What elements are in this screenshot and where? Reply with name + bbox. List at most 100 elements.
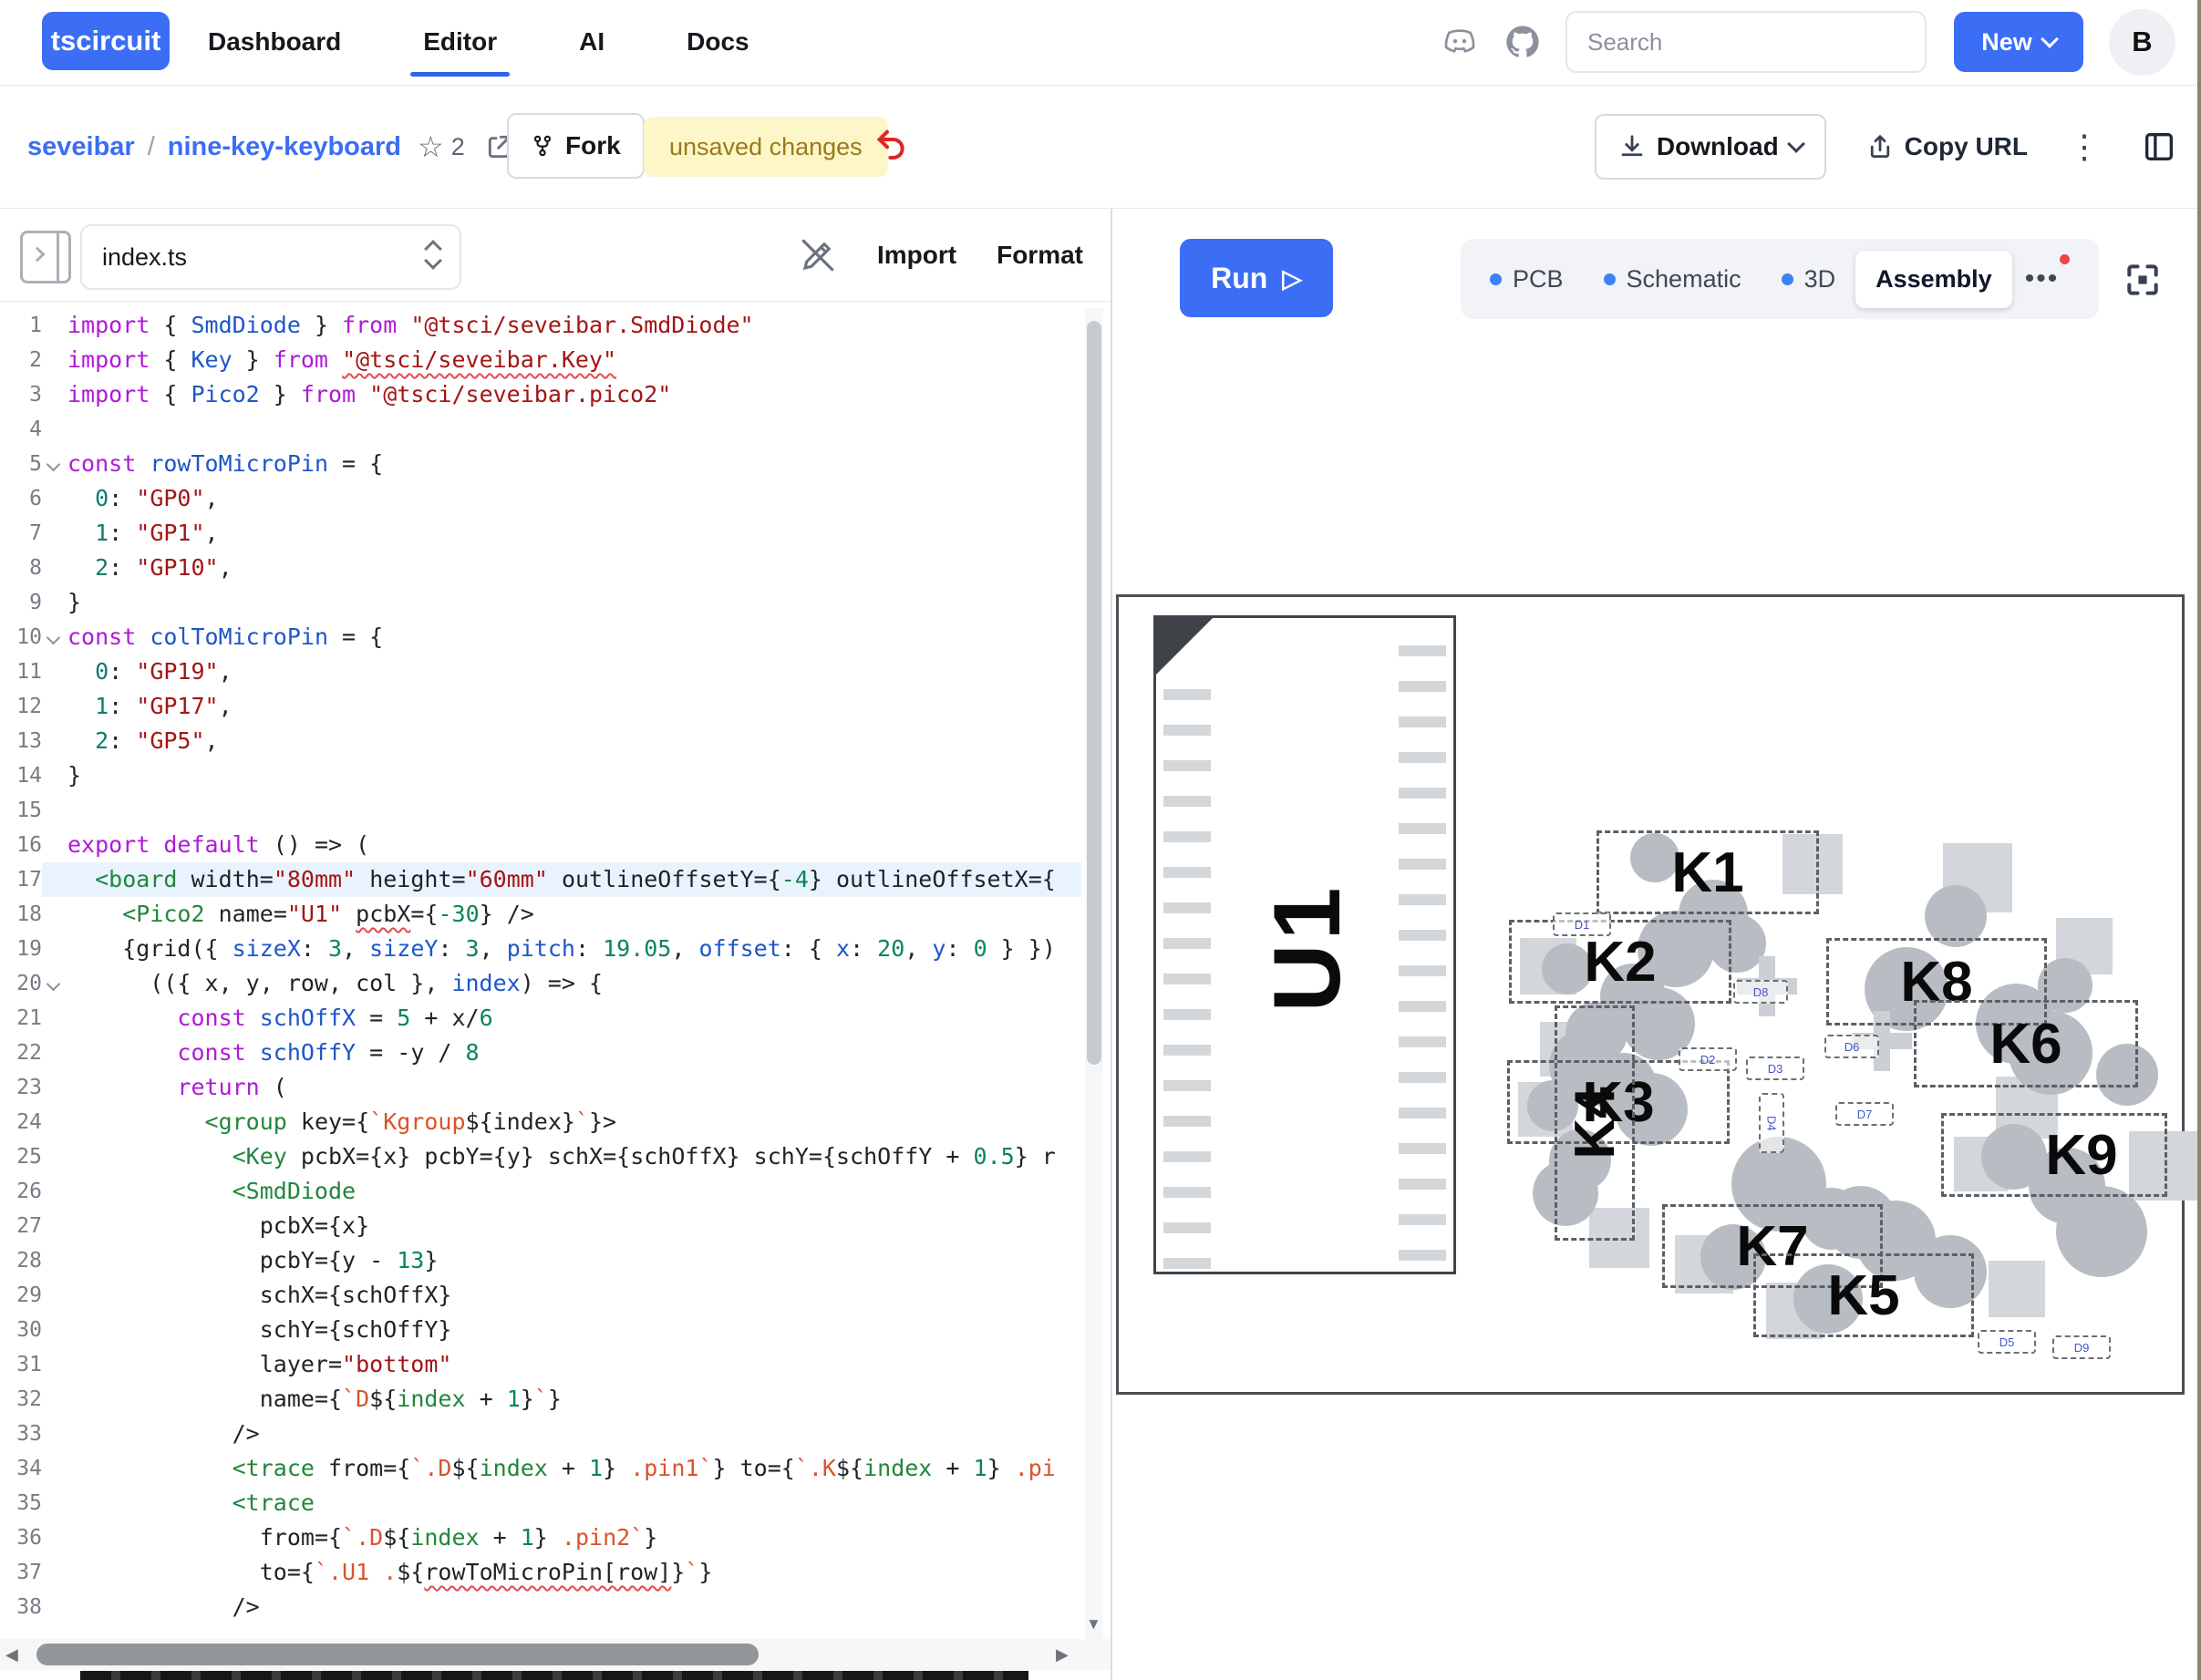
code-line: 34 <trace from={`.D${index + 1} .pin1`} … [16, 1455, 1056, 1481]
code-editor[interactable]: 1 import { SmdDiode } from "@tsci/seveiba… [0, 308, 1081, 1639]
key-label-k2: K2 [1584, 930, 1657, 994]
chip-pad [1399, 1250, 1446, 1261]
pad-circle [1542, 943, 1593, 995]
panel-divider[interactable] [1111, 209, 1112, 1680]
tab-dot-icon [1490, 273, 1502, 285]
code-line: 20 (({ x, y, row, col }, index) => { [0, 966, 1081, 1001]
key-label-k9: K9 [2045, 1123, 2118, 1187]
readonly-pencil-slash-icon[interactable] [799, 236, 837, 274]
tab-dot-icon [1603, 273, 1616, 285]
undo-icon[interactable] [873, 126, 910, 162]
breadcrumb-owner[interactable]: seveibar [27, 131, 135, 161]
search-input[interactable] [1566, 11, 1927, 73]
editor-horizontal-scrollbar: ◀ ▶ [0, 1639, 1111, 1670]
diode-outline-d3: D3 [1746, 1056, 1804, 1080]
tscircuit-logo[interactable]: tscircuit [42, 12, 170, 70]
pad-circle [1708, 914, 1766, 973]
chip-pad [1163, 938, 1211, 949]
code-line: 27 pcbX={x} [16, 1212, 370, 1239]
more-menu-icon[interactable]: ⋮ [2068, 128, 2101, 165]
pad-square [1782, 834, 1843, 894]
pin1-notch [1156, 618, 1213, 675]
chip-pad [1163, 1222, 1211, 1233]
copy-url-label: Copy URL [1904, 132, 2028, 160]
preview-panel: Run ▷ PCB Schematic 3D Assembly ••• U1 K1 K2 K8… [1112, 209, 2201, 1680]
star-count: 2 [450, 132, 465, 160]
code-line: 32 name={`D${index + 1}`} [16, 1386, 562, 1412]
nav-item-dashboard[interactable]: Dashboard [208, 27, 342, 56]
nav-item-editor[interactable]: Editor [410, 5, 511, 78]
key-outline-k6 [1914, 1000, 2138, 1087]
avatar[interactable]: B [2109, 8, 2175, 76]
tab-3d[interactable]: 3D [1762, 251, 1856, 308]
tabs-overflow-button[interactable]: ••• [2012, 254, 2072, 298]
fold-chevron-icon[interactable] [42, 447, 67, 481]
star-icon[interactable]: ☆ [418, 130, 444, 163]
pad-circle [1914, 1235, 1987, 1308]
nav-item-ai[interactable]: AI [579, 27, 605, 56]
chip-pad [1399, 1036, 1446, 1047]
run-button-label: Run [1211, 261, 1268, 294]
chip-pad [1399, 716, 1446, 727]
chevron-down-icon [1786, 135, 1805, 153]
breadcrumb-repo[interactable]: nine-key-keyboard [167, 131, 402, 161]
panel-collapse-icon[interactable] [20, 231, 71, 283]
key-outline-k2 [1509, 920, 1731, 1004]
tab-assembly[interactable]: Assembly [1855, 250, 2012, 308]
assembly-board[interactable]: U1 K1 K2 K8 K6 K3 K4 K9 K7 K5 D1 D2 D3 D4 D7 D8 D6 D5 D9 [1116, 594, 2198, 1395]
github-icon[interactable] [1504, 23, 1542, 61]
discord-icon[interactable] [1440, 24, 1480, 60]
chip-pad [1399, 1001, 1446, 1012]
new-button[interactable]: New [1954, 12, 2083, 72]
code-line: 8 2: "GP10", [29, 554, 232, 581]
code-line: 5 const rowToMicroPin = { [0, 447, 1081, 481]
code-line: 35 <trace [16, 1489, 315, 1516]
repo-bar: seveibar / nine-key-keyboard ☆ 2 Fork un… [0, 86, 2201, 209]
taskbar-strip [80, 1671, 1028, 1680]
unsaved-changes-badge: unsaved changes [644, 117, 888, 177]
scroll-right-arrow[interactable]: ▶ [1056, 1645, 1069, 1664]
nav-item-docs[interactable]: Docs [687, 27, 749, 56]
chip-pad [1163, 1187, 1211, 1198]
fork-button[interactable]: Fork [507, 113, 645, 179]
download-button-label: Download [1656, 132, 1779, 160]
key-label-k7: K7 [1736, 1214, 1809, 1278]
fold-chevron-icon[interactable] [42, 620, 67, 654]
tab-pcb[interactable]: PCB [1470, 251, 1584, 308]
pad-circle [1533, 1160, 1598, 1226]
vertical-scrollbar-thumb[interactable] [1087, 321, 1101, 1065]
code-line: 23 return ( [16, 1074, 287, 1100]
chip-pad [1163, 831, 1211, 842]
key-outline-k4 [1555, 1005, 1635, 1241]
fold-chevron-icon[interactable] [42, 966, 67, 1001]
fullscreen-icon[interactable] [2123, 260, 2163, 300]
download-icon [1621, 135, 1643, 157]
key-outline-k8 [1826, 938, 2047, 1026]
breadcrumb-separator: / [147, 131, 155, 161]
breadcrumb: seveibar / nine-key-keyboard ☆ 2 [27, 86, 514, 208]
download-button[interactable]: Download [1594, 114, 1826, 180]
scroll-down-arrow[interactable]: ▼ [1086, 1615, 1101, 1633]
code-line: 10 const colToMicroPin = { [0, 620, 1081, 654]
editor-vertical-scrollbar: ▼ [1085, 308, 1103, 1639]
file-select[interactable]: index.ts [80, 224, 461, 290]
key-outline-k5 [1753, 1253, 1974, 1337]
copy-url-button[interactable]: Copy URL [1866, 132, 2028, 161]
notification-dot [2060, 254, 2071, 264]
code-line: 33 /> [16, 1420, 260, 1447]
code-line: 19 {grid({ sizeX: 3, sizeY: 3, pitch: 19… [16, 935, 1056, 962]
tab-dot-icon [1781, 273, 1793, 285]
format-button[interactable]: Format [997, 240, 1083, 269]
scroll-left-arrow[interactable]: ◀ [5, 1645, 18, 1664]
chip-pad [1163, 1116, 1211, 1127]
panel-right-icon[interactable] [2141, 129, 2177, 165]
pad-circle [2096, 1044, 2158, 1106]
tab-schematic[interactable]: Schematic [1584, 251, 1762, 308]
chip-label: U1 [1254, 883, 1360, 1012]
code-line: 16 export default () => ( [16, 831, 370, 858]
run-button[interactable]: Run ▷ [1180, 239, 1333, 317]
horizontal-scrollbar-thumb[interactable] [36, 1644, 759, 1665]
import-button[interactable]: Import [876, 240, 957, 269]
chip-pad [1399, 965, 1446, 976]
